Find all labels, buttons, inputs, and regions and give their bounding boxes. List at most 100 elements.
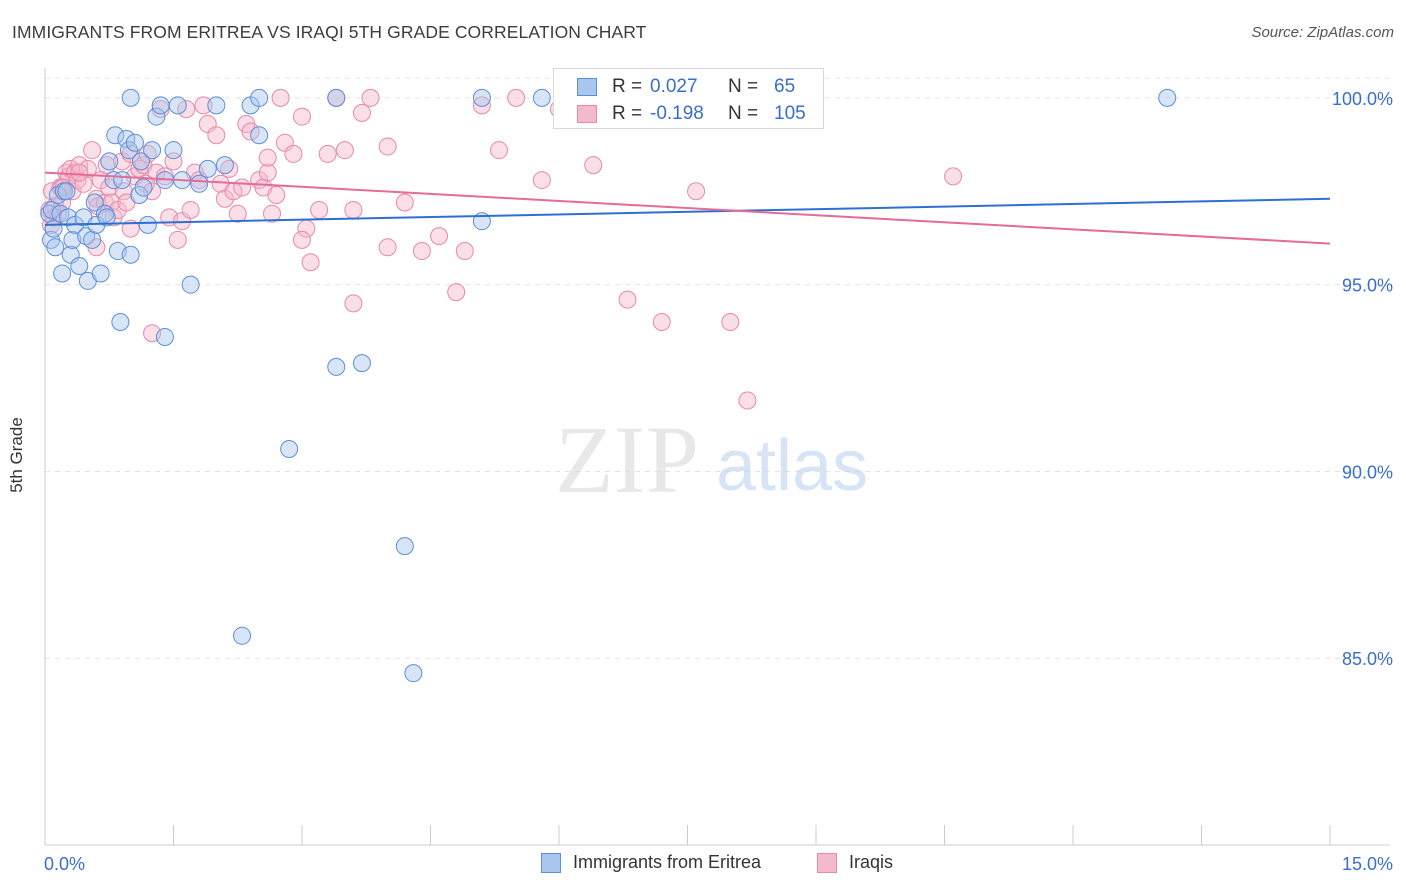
y-tick-label: 100.0% bbox=[1332, 89, 1393, 109]
iraqis-trend-line bbox=[44, 171, 1331, 245]
eritrea-point bbox=[168, 96, 187, 115]
eritrea-point bbox=[215, 156, 234, 175]
iraqis-point bbox=[490, 141, 509, 160]
legend-n-value: 105 bbox=[774, 103, 806, 124]
eritrea-trend-line bbox=[44, 197, 1331, 226]
legend-r-value: 0.027 bbox=[650, 76, 698, 97]
iraqis-point bbox=[301, 253, 320, 272]
iraqis-point bbox=[177, 100, 196, 119]
legend-n-value: 65 bbox=[774, 76, 796, 97]
legend-swatch-blue bbox=[577, 78, 597, 96]
y-tick-label: 95.0% bbox=[1342, 276, 1393, 296]
iraqis-point bbox=[241, 122, 260, 141]
x-tick-label: 15.0% bbox=[1342, 854, 1393, 874]
iraqis-point bbox=[194, 96, 213, 115]
iraqis-point bbox=[447, 283, 466, 302]
eritrea-point bbox=[131, 152, 150, 171]
iraqis-point bbox=[584, 156, 603, 175]
iraqis-point bbox=[263, 204, 282, 223]
eritrea-point bbox=[404, 664, 423, 683]
iraqis-point bbox=[258, 148, 277, 167]
eritrea-point bbox=[125, 133, 144, 152]
eritrea-point bbox=[155, 327, 174, 346]
iraqis-point bbox=[721, 313, 740, 332]
eritrea-point bbox=[532, 88, 551, 107]
iraqis-point bbox=[378, 137, 397, 156]
bottom-legend-swatch-pink bbox=[817, 852, 837, 873]
eritrea-point bbox=[57, 182, 76, 201]
eritrea-point bbox=[100, 152, 119, 171]
source-label: Source: ZipAtlas.com bbox=[1251, 24, 1394, 41]
eritrea-point bbox=[143, 141, 162, 160]
iraqis-point bbox=[310, 200, 329, 219]
y-tick-label: 90.0% bbox=[1342, 462, 1393, 482]
eritrea-point bbox=[70, 256, 89, 275]
legend-box: R = 0.027 N = 65 R = -0.198 N = 105 bbox=[553, 68, 824, 129]
iraqis-point bbox=[228, 204, 247, 223]
iraqis-point bbox=[114, 182, 133, 201]
eritrea-point bbox=[207, 96, 226, 115]
eritrea-point bbox=[280, 440, 299, 459]
eritrea-point bbox=[63, 230, 82, 249]
iraqis-point bbox=[121, 219, 140, 238]
iraqis-point bbox=[335, 141, 354, 160]
eritrea-point bbox=[91, 264, 110, 283]
bottom-legend-label: Immigrants from Eritrea bbox=[573, 852, 762, 872]
eritrea-point bbox=[147, 107, 166, 126]
y-tick-label: 85.0% bbox=[1342, 649, 1393, 669]
iraqis-point bbox=[652, 313, 671, 332]
iraqis-point bbox=[258, 163, 277, 182]
eritrea-point bbox=[106, 126, 125, 145]
iraqis-point bbox=[293, 107, 311, 126]
eritrea-point bbox=[327, 357, 346, 376]
iraqis-point bbox=[271, 88, 290, 107]
watermark-zip: ZIP bbox=[555, 406, 699, 513]
legend-n-label: N = bbox=[728, 76, 759, 97]
iraqis-point bbox=[738, 391, 757, 410]
chart-title: IMMIGRANTS FROM ERITREA VS IRAQI 5TH GRA… bbox=[12, 22, 647, 42]
iraqis-point bbox=[267, 186, 286, 205]
eritrea-points bbox=[40, 88, 1177, 683]
iraqis-point bbox=[687, 182, 706, 201]
eritrea-point bbox=[117, 129, 136, 148]
iraqis-point bbox=[233, 178, 252, 197]
eritrea-point bbox=[53, 264, 72, 283]
iraqis-point bbox=[70, 163, 89, 182]
iraqis-point bbox=[618, 290, 637, 309]
eritrea-point bbox=[111, 313, 130, 332]
iraqis-point bbox=[361, 88, 380, 107]
iraqis-point bbox=[472, 96, 491, 115]
eritrea-point bbox=[181, 275, 200, 294]
legend-swatch-pink bbox=[577, 105, 597, 123]
iraqis-point bbox=[207, 126, 226, 145]
iraqis-point bbox=[78, 159, 97, 178]
eritrea-point bbox=[83, 230, 102, 249]
legend-n-label: N = bbox=[728, 103, 759, 124]
eritrea-point bbox=[395, 537, 414, 556]
eritrea-point bbox=[121, 245, 140, 264]
bottom-legend-swatch-blue bbox=[541, 852, 561, 873]
eritrea-point bbox=[119, 141, 138, 160]
axis-layer bbox=[44, 68, 1390, 846]
eritrea-point bbox=[85, 193, 104, 212]
bottom-legend-label: Iraqis bbox=[849, 852, 894, 872]
watermark-atlas: atlas bbox=[716, 426, 868, 506]
iraqis-point bbox=[944, 167, 963, 186]
eritrea-point bbox=[46, 238, 65, 257]
iraqis-points bbox=[40, 88, 963, 410]
iraqis-point bbox=[455, 242, 474, 261]
iraqis-point bbox=[284, 144, 303, 163]
eritrea-point bbox=[113, 171, 132, 190]
trend-lines bbox=[44, 171, 1331, 245]
bottom-legend-eritrea: Immigrants from Eritrea bbox=[541, 852, 761, 873]
eritrea-point bbox=[59, 208, 78, 227]
iraqis-point bbox=[378, 238, 397, 257]
iraqis-point bbox=[344, 200, 363, 219]
eritrea-point bbox=[327, 88, 346, 107]
iraqis-point bbox=[395, 193, 414, 212]
eritrea-point bbox=[352, 354, 371, 373]
eritrea-point bbox=[250, 88, 269, 107]
eritrea-point bbox=[44, 219, 63, 238]
grid-layer bbox=[45, 77, 1390, 659]
